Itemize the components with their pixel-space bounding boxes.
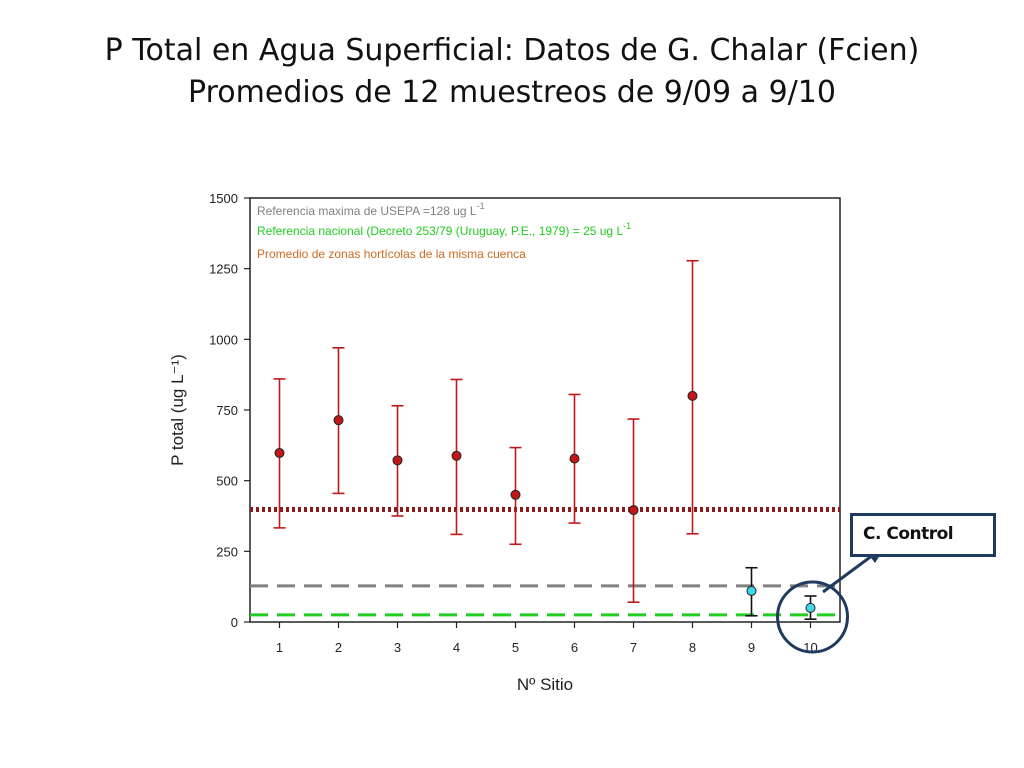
x-tick-label: 5 <box>512 640 519 655</box>
data-point <box>451 450 462 461</box>
title-line-2: Promedios de 12 muestreos de 9/09 a 9/10 <box>188 75 836 110</box>
title-line-1: P Total en Agua Superficial: Datos de G.… <box>104 33 920 68</box>
y-tick-label: 1250 <box>209 262 238 277</box>
y-tick-label: 0 <box>231 615 238 630</box>
x-tick-label: 1 <box>276 640 283 655</box>
y-axis-label: P total (ug L⁻¹) <box>168 354 187 466</box>
y-tick-label: 500 <box>216 474 238 489</box>
legend-entry-2: Referencia nacional (Decreto 253/79 (Uru… <box>257 221 631 238</box>
x-tick-label: 3 <box>394 640 401 655</box>
data-point <box>333 415 344 426</box>
data-point <box>805 602 816 613</box>
callout-label: C. Control <box>863 524 954 544</box>
legend-entry-3: Promedio de zonas hortícolas de la misma… <box>257 247 526 261</box>
y-tick-label: 750 <box>216 403 238 418</box>
control-callout-box: C. Control <box>850 513 996 557</box>
legend-entry-1: Referencia maxima de USEPA =128 ug L-1 <box>257 201 485 218</box>
data-point <box>510 489 521 500</box>
y-tick-label: 1000 <box>209 332 238 347</box>
x-tick-label: 4 <box>453 640 460 655</box>
slide-title: P Total en Agua Superficial: Datos de G.… <box>0 30 1024 114</box>
x-tick-label: 9 <box>748 640 755 655</box>
x-tick-label: 6 <box>571 640 578 655</box>
data-point <box>569 453 580 464</box>
data-point <box>687 390 698 401</box>
y-tick-label: 1500 <box>209 191 238 206</box>
x-tick-label: 8 <box>689 640 696 655</box>
data-point <box>392 455 403 466</box>
control-highlight-circle <box>776 580 849 654</box>
x-tick-label: 7 <box>630 640 637 655</box>
data-point <box>274 447 285 458</box>
x-tick-label: 2 <box>335 640 342 655</box>
x-axis-label: Nº Sitio <box>517 675 573 694</box>
y-tick-label: 250 <box>216 544 238 559</box>
callout-arrow-line <box>822 553 874 594</box>
data-point <box>746 585 757 596</box>
data-point <box>628 505 639 516</box>
